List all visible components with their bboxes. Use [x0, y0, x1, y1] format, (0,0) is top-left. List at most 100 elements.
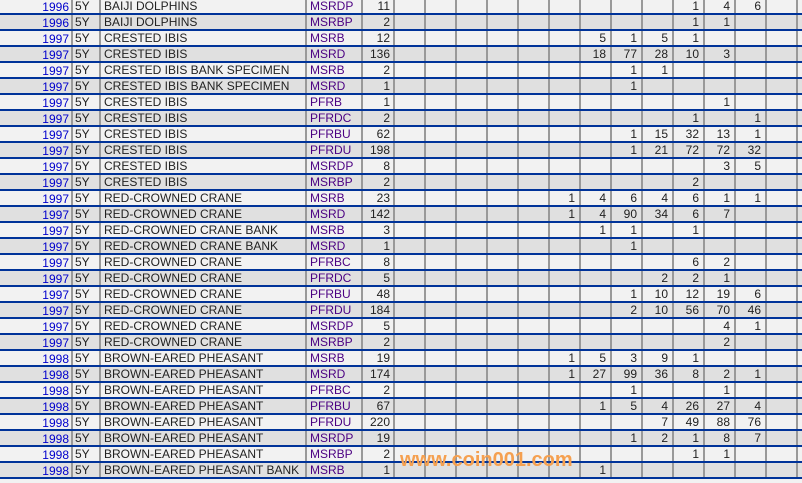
total-cell: 2	[363, 15, 395, 29]
grade-count-cell	[612, 175, 643, 189]
grade-count-cell: 2	[705, 335, 736, 349]
grade-count-cell: 76	[736, 415, 767, 429]
year-link[interactable]: 1997	[42, 176, 69, 189]
grade-count-cell	[767, 383, 798, 397]
grade-count-cell	[426, 335, 457, 349]
grade-count-cell	[736, 15, 767, 29]
grade-count-cell	[736, 47, 767, 61]
grade-count-cell	[612, 447, 643, 461]
grade-count-cell	[705, 223, 736, 237]
total-cell: 19	[363, 431, 395, 445]
denomination-cell: 5Y	[73, 159, 101, 173]
grade-count-cell	[395, 191, 426, 205]
grade-count-cell	[767, 239, 798, 253]
year-link[interactable]: 1998	[42, 368, 69, 381]
year-link[interactable]: 1997	[42, 320, 69, 333]
year-link[interactable]: 1996	[42, 16, 69, 29]
grade-count-cell: 1	[612, 223, 643, 237]
grade-count-cell	[426, 303, 457, 317]
year-cell: 1997	[0, 159, 73, 173]
grade-type-cell: PFRDU	[307, 415, 363, 429]
year-link[interactable]: 1997	[42, 304, 69, 317]
grade-count-cell	[488, 95, 519, 109]
year-link[interactable]: 1997	[42, 32, 69, 45]
year-link[interactable]: 1997	[42, 256, 69, 269]
grade-count-cell	[519, 351, 550, 365]
grade-count-cell	[426, 15, 457, 29]
year-link[interactable]: 1997	[42, 240, 69, 253]
grade-type-cell: MSRD	[307, 207, 363, 221]
grade-count-cell	[457, 79, 488, 93]
total-cell: 2	[363, 447, 395, 461]
grade-count-cell	[767, 95, 798, 109]
year-cell: 1998	[0, 383, 73, 397]
coin-name-cell: CRESTED IBIS	[101, 47, 307, 61]
grade-count-cell	[426, 191, 457, 205]
year-link[interactable]: 1998	[42, 432, 69, 445]
grade-count-cell	[736, 383, 767, 397]
grade-count-cell: 3	[705, 47, 736, 61]
grade-count-cell	[581, 303, 612, 317]
grade-count-cell	[519, 191, 550, 205]
denomination-cell: 5Y	[73, 367, 101, 381]
total-cell: 5	[363, 271, 395, 285]
year-cell: 1998	[0, 415, 73, 429]
year-link[interactable]: 1997	[42, 112, 69, 125]
grade-count-cell	[395, 207, 426, 221]
table-row: 1997 5Y RED-CROWNED CRANE MSRDP 5 4 1	[0, 319, 802, 335]
coin-name-cell: BAIJI DOLPHINS	[101, 0, 307, 13]
row-end	[798, 319, 801, 333]
year-link[interactable]: 1997	[42, 288, 69, 301]
grade-type-cell: MSRB	[307, 63, 363, 77]
year-link[interactable]: 1997	[42, 96, 69, 109]
year-link[interactable]: 1997	[42, 272, 69, 285]
year-link[interactable]: 1997	[42, 48, 69, 61]
year-link[interactable]: 1998	[42, 384, 69, 397]
year-link[interactable]: 1998	[42, 400, 69, 413]
grade-count-cell: 1	[705, 383, 736, 397]
year-cell: 1997	[0, 63, 73, 77]
year-link[interactable]: 1997	[42, 144, 69, 157]
year-cell: 1997	[0, 207, 73, 221]
grade-count-cell	[395, 303, 426, 317]
year-link[interactable]: 1996	[42, 0, 69, 13]
grade-count-cell: 70	[705, 303, 736, 317]
year-link[interactable]: 1997	[42, 160, 69, 173]
year-link[interactable]: 1997	[42, 80, 69, 93]
year-link[interactable]: 1998	[42, 448, 69, 461]
grade-type-cell: MSRD	[307, 367, 363, 381]
row-end	[798, 191, 801, 205]
grade-count-cell	[550, 415, 581, 429]
grade-count-cell	[767, 271, 798, 285]
year-link[interactable]: 1998	[42, 464, 69, 477]
grade-type-cell: MSRBP	[307, 447, 363, 461]
year-cell: 1998	[0, 463, 73, 477]
grade-count-cell	[550, 431, 581, 445]
row-end	[798, 463, 801, 477]
total-cell: 1	[363, 463, 395, 477]
grade-count-cell	[767, 0, 798, 13]
grade-count-cell	[519, 79, 550, 93]
grade-count-cell	[519, 207, 550, 221]
year-link[interactable]: 1998	[42, 352, 69, 365]
grade-count-cell	[395, 239, 426, 253]
year-link[interactable]: 1997	[42, 208, 69, 221]
grade-count-cell	[395, 399, 426, 413]
grade-count-cell	[674, 335, 705, 349]
total-cell: 8	[363, 255, 395, 269]
grade-type-cell: MSRD	[307, 239, 363, 253]
year-link[interactable]: 1997	[42, 336, 69, 349]
year-link[interactable]: 1997	[42, 192, 69, 205]
denomination-cell: 5Y	[73, 31, 101, 45]
year-link[interactable]: 1998	[42, 416, 69, 429]
grade-count-cell: 1	[674, 223, 705, 237]
year-link[interactable]: 1997	[42, 128, 69, 141]
grade-count-cell	[612, 255, 643, 269]
grade-count-cell	[426, 95, 457, 109]
year-link[interactable]: 1997	[42, 64, 69, 77]
grade-type-cell: MSRBP	[307, 335, 363, 349]
year-link[interactable]: 1997	[42, 224, 69, 237]
table-row: 1998 5Y BROWN-EARED PHEASANT MSRDP 19 1 2 1 8 7	[0, 431, 802, 447]
grade-count-cell	[705, 351, 736, 365]
grade-count-cell	[395, 415, 426, 429]
